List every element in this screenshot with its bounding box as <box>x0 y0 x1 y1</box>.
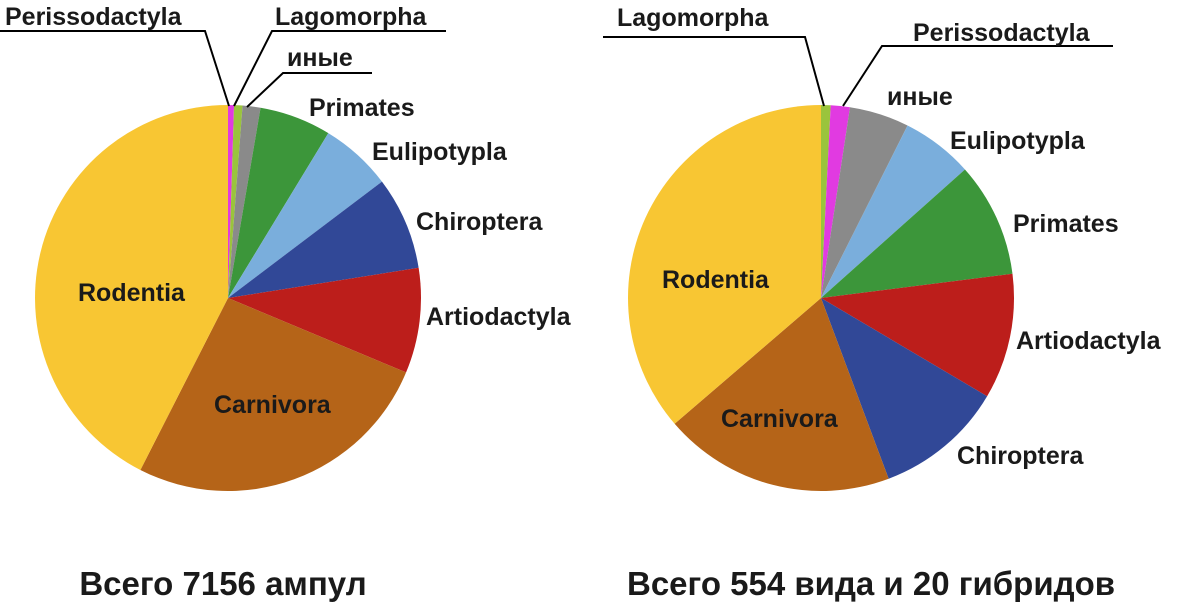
leader-line-perissodactyla-left <box>0 30 230 107</box>
leader-line-lagomorpha-left <box>233 30 446 107</box>
slice-label-primates: Primates <box>1013 210 1119 238</box>
pie-left <box>35 105 421 491</box>
slice-label-other: иные <box>887 83 953 111</box>
slice-label-carnivora: Carnivora <box>214 391 332 419</box>
slice-label-lagomorpha: Lagomorpha <box>617 4 769 32</box>
pie-slice-other-left <box>228 105 261 298</box>
pie-slice-primates-left <box>228 107 329 299</box>
pie-slice-artiodactyla-left <box>228 267 421 373</box>
slice-label-rodentia: Rodentia <box>78 279 186 307</box>
leader-line-perissodactyla-right <box>842 45 1113 107</box>
slice-label-chiroptera: Chiroptera <box>957 442 1085 470</box>
slice-label-primates: Primates <box>309 94 415 122</box>
slice-label-rodentia: Rodentia <box>662 266 770 294</box>
leader-line-lagomorpha-right <box>603 36 825 107</box>
pie-right-labels: Lagomorpha Perissodactyla иные Eulipotyp… <box>603 4 1162 470</box>
slice-label-perissodactyla: Perissodactyla <box>5 3 183 31</box>
slice-label-artiodactyla: Artiodactyla <box>1016 327 1162 355</box>
pie-left-caption: Всего 7156 ампул <box>79 565 366 602</box>
slice-label-carnivora: Carnivora <box>721 405 839 433</box>
slice-label-eulipotypla: Eulipotypla <box>950 127 1086 155</box>
slice-label-chiroptera: Chiroptera <box>416 208 544 236</box>
pie-left-labels: Perissodactyla Lagomorpha иные Primates … <box>0 3 572 419</box>
slice-label-perissodactyla: Perissodactyla <box>913 19 1091 47</box>
pie-slice-perissodactyla-right <box>821 105 850 299</box>
pie-slice-eulipotypla-right <box>821 125 965 299</box>
pie-slice-perissodactyla-left <box>228 105 235 298</box>
slice-label-other: иные <box>287 44 353 72</box>
slice-label-artiodactyla: Artiodactyla <box>426 303 572 331</box>
pie-slice-rodentia-right <box>628 105 821 424</box>
pie-slice-rodentia-left <box>35 105 229 470</box>
pie-slice-chiroptera-left <box>228 181 419 298</box>
pie-slice-artiodactyla-right <box>821 273 1015 397</box>
slice-label-eulipotypla: Eulipotypla <box>372 138 508 166</box>
pie-slice-eulipotypla-left <box>228 133 382 298</box>
pie-slice-lagomorpha-left <box>228 105 243 298</box>
pie-slice-other-right <box>821 107 908 298</box>
pie-slice-carnivora-left <box>140 298 407 491</box>
pie-slice-carnivora-right <box>674 298 889 491</box>
pie-right-caption: Всего 554 вида и 20 гибридов <box>627 565 1115 602</box>
pie-slice-lagomorpha-right <box>821 104 831 298</box>
pie-slice-chiroptera-right <box>821 298 988 479</box>
pie-slice-primates-right <box>821 169 1013 298</box>
leader-line-other-left <box>246 72 372 108</box>
pie-right <box>628 104 1015 491</box>
slice-label-lagomorpha: Lagomorpha <box>275 3 427 31</box>
